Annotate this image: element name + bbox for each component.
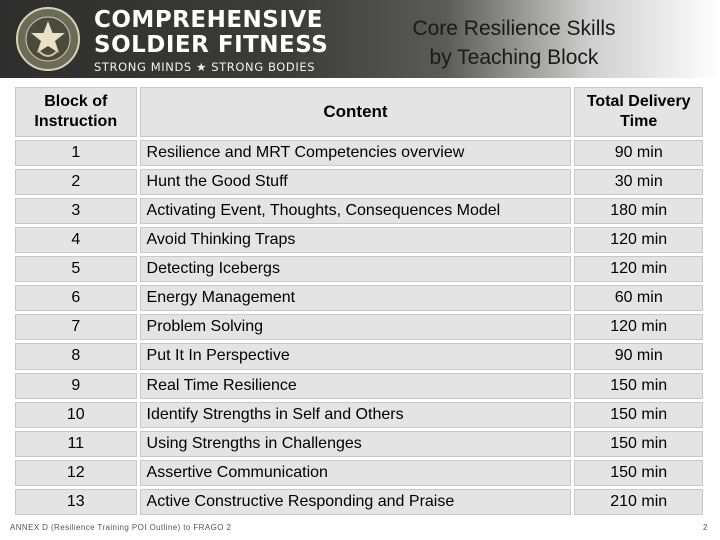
block-cell: 1: [15, 140, 137, 167]
brand-wordmark: COMPREHENSIVE SOLDIER FITNESS STRONG MIN…: [94, 7, 329, 75]
table-row: 2 Hunt the Good Stuff 30 min: [15, 169, 703, 196]
title-line-2: by Teaching Block: [429, 46, 599, 69]
time-cell: 120 min: [574, 227, 703, 254]
brand-line-1: COMPREHENSIVE: [94, 7, 323, 33]
content-cell: Energy Management: [139, 285, 572, 312]
army-seal-icon: [16, 7, 80, 71]
time-cell: 60 min: [574, 285, 703, 312]
block-cell: 3: [15, 198, 137, 225]
content-cell: Using Strengths in Challenges: [139, 430, 572, 457]
content-cell: Problem Solving: [139, 314, 572, 341]
brand-line-2: SOLDIER FITNESS: [94, 32, 329, 58]
content-cell: Detecting Icebergs: [139, 256, 572, 283]
time-cell: 150 min: [574, 401, 703, 428]
header-block: Block of Instruction: [15, 87, 137, 137]
content-cell: Activating Event, Thoughts, Consequences…: [139, 198, 572, 225]
page-number: 2: [703, 523, 708, 532]
header-time: Total Delivery Time: [574, 87, 703, 137]
content-cell: Resilience and MRT Competencies overview: [139, 140, 572, 167]
block-cell: 4: [15, 227, 137, 254]
time-cell: 90 min: [574, 343, 703, 370]
table-row: 8 Put It In Perspective 90 min: [15, 343, 703, 370]
block-cell: 7: [15, 314, 137, 341]
block-cell: 6: [15, 285, 137, 312]
table-row: 6 Energy Management 60 min: [15, 285, 703, 312]
content-cell: Avoid Thinking Traps: [139, 227, 572, 254]
content-cell: Active Constructive Responding and Prais…: [139, 488, 572, 515]
brand-tagline: STRONG MINDS ★ STRONG BODIES: [94, 60, 316, 74]
teaching-block-table: Block of Instruction Content Total Deliv…: [12, 84, 706, 518]
content-cell: Identify Strengths in Self and Others: [139, 401, 572, 428]
footer-annex: ANNEX D (Resilience Training POI Outline…: [10, 523, 232, 532]
time-cell: 150 min: [574, 430, 703, 457]
time-cell: 90 min: [574, 140, 703, 167]
header-banner: COMPREHENSIVE SOLDIER FITNESS STRONG MIN…: [0, 0, 720, 78]
block-cell: 10: [15, 401, 137, 428]
table-row: 13 Active Constructive Responding and Pra…: [15, 488, 703, 515]
content-cell: Real Time Resilience: [139, 372, 572, 399]
block-cell: 8: [15, 343, 137, 370]
block-cell: 9: [15, 372, 137, 399]
block-cell: 13: [15, 488, 137, 515]
block-cell: 5: [15, 256, 137, 283]
time-cell: 120 min: [574, 314, 703, 341]
time-cell: 150 min: [574, 459, 703, 486]
table-row: 10 Identify Strengths in Self and Others 1…: [15, 401, 703, 428]
content-cell: Put It In Perspective: [139, 343, 572, 370]
table-header-row: Block of Instruction Content Total Deliv…: [15, 87, 703, 137]
table-row: 3 Activating Event, Thoughts, Consequence…: [15, 198, 703, 225]
title-line-1: Core Resilience Skills: [412, 17, 616, 40]
time-cell: 180 min: [574, 198, 703, 225]
block-cell: 2: [15, 169, 137, 196]
time-cell: 120 min: [574, 256, 703, 283]
table-row: 11 Using Strengths in Challenges 150 min: [15, 430, 703, 457]
table-row: 1 Resilience and MRT Competencies overvie…: [15, 140, 703, 167]
table-row: 5 Detecting Icebergs 120 min: [15, 256, 703, 283]
table-row: 4 Avoid Thinking Traps 120 min: [15, 227, 703, 254]
table-row: 9 Real Time Resilience 150 min: [15, 372, 703, 399]
time-cell: 30 min: [574, 169, 703, 196]
block-cell: 12: [15, 459, 137, 486]
content-cell: Assertive Communication: [139, 459, 572, 486]
time-cell: 150 min: [574, 372, 703, 399]
block-cell: 11: [15, 430, 137, 457]
page-title: Core Resilience Skills by Teaching Block: [360, 14, 668, 72]
table-row: 12 Assertive Communication 150 min: [15, 459, 703, 486]
table-row: 7 Problem Solving 120 min: [15, 314, 703, 341]
header-content: Content: [139, 87, 572, 137]
time-cell: 210 min: [574, 488, 703, 515]
content-cell: Hunt the Good Stuff: [139, 169, 572, 196]
